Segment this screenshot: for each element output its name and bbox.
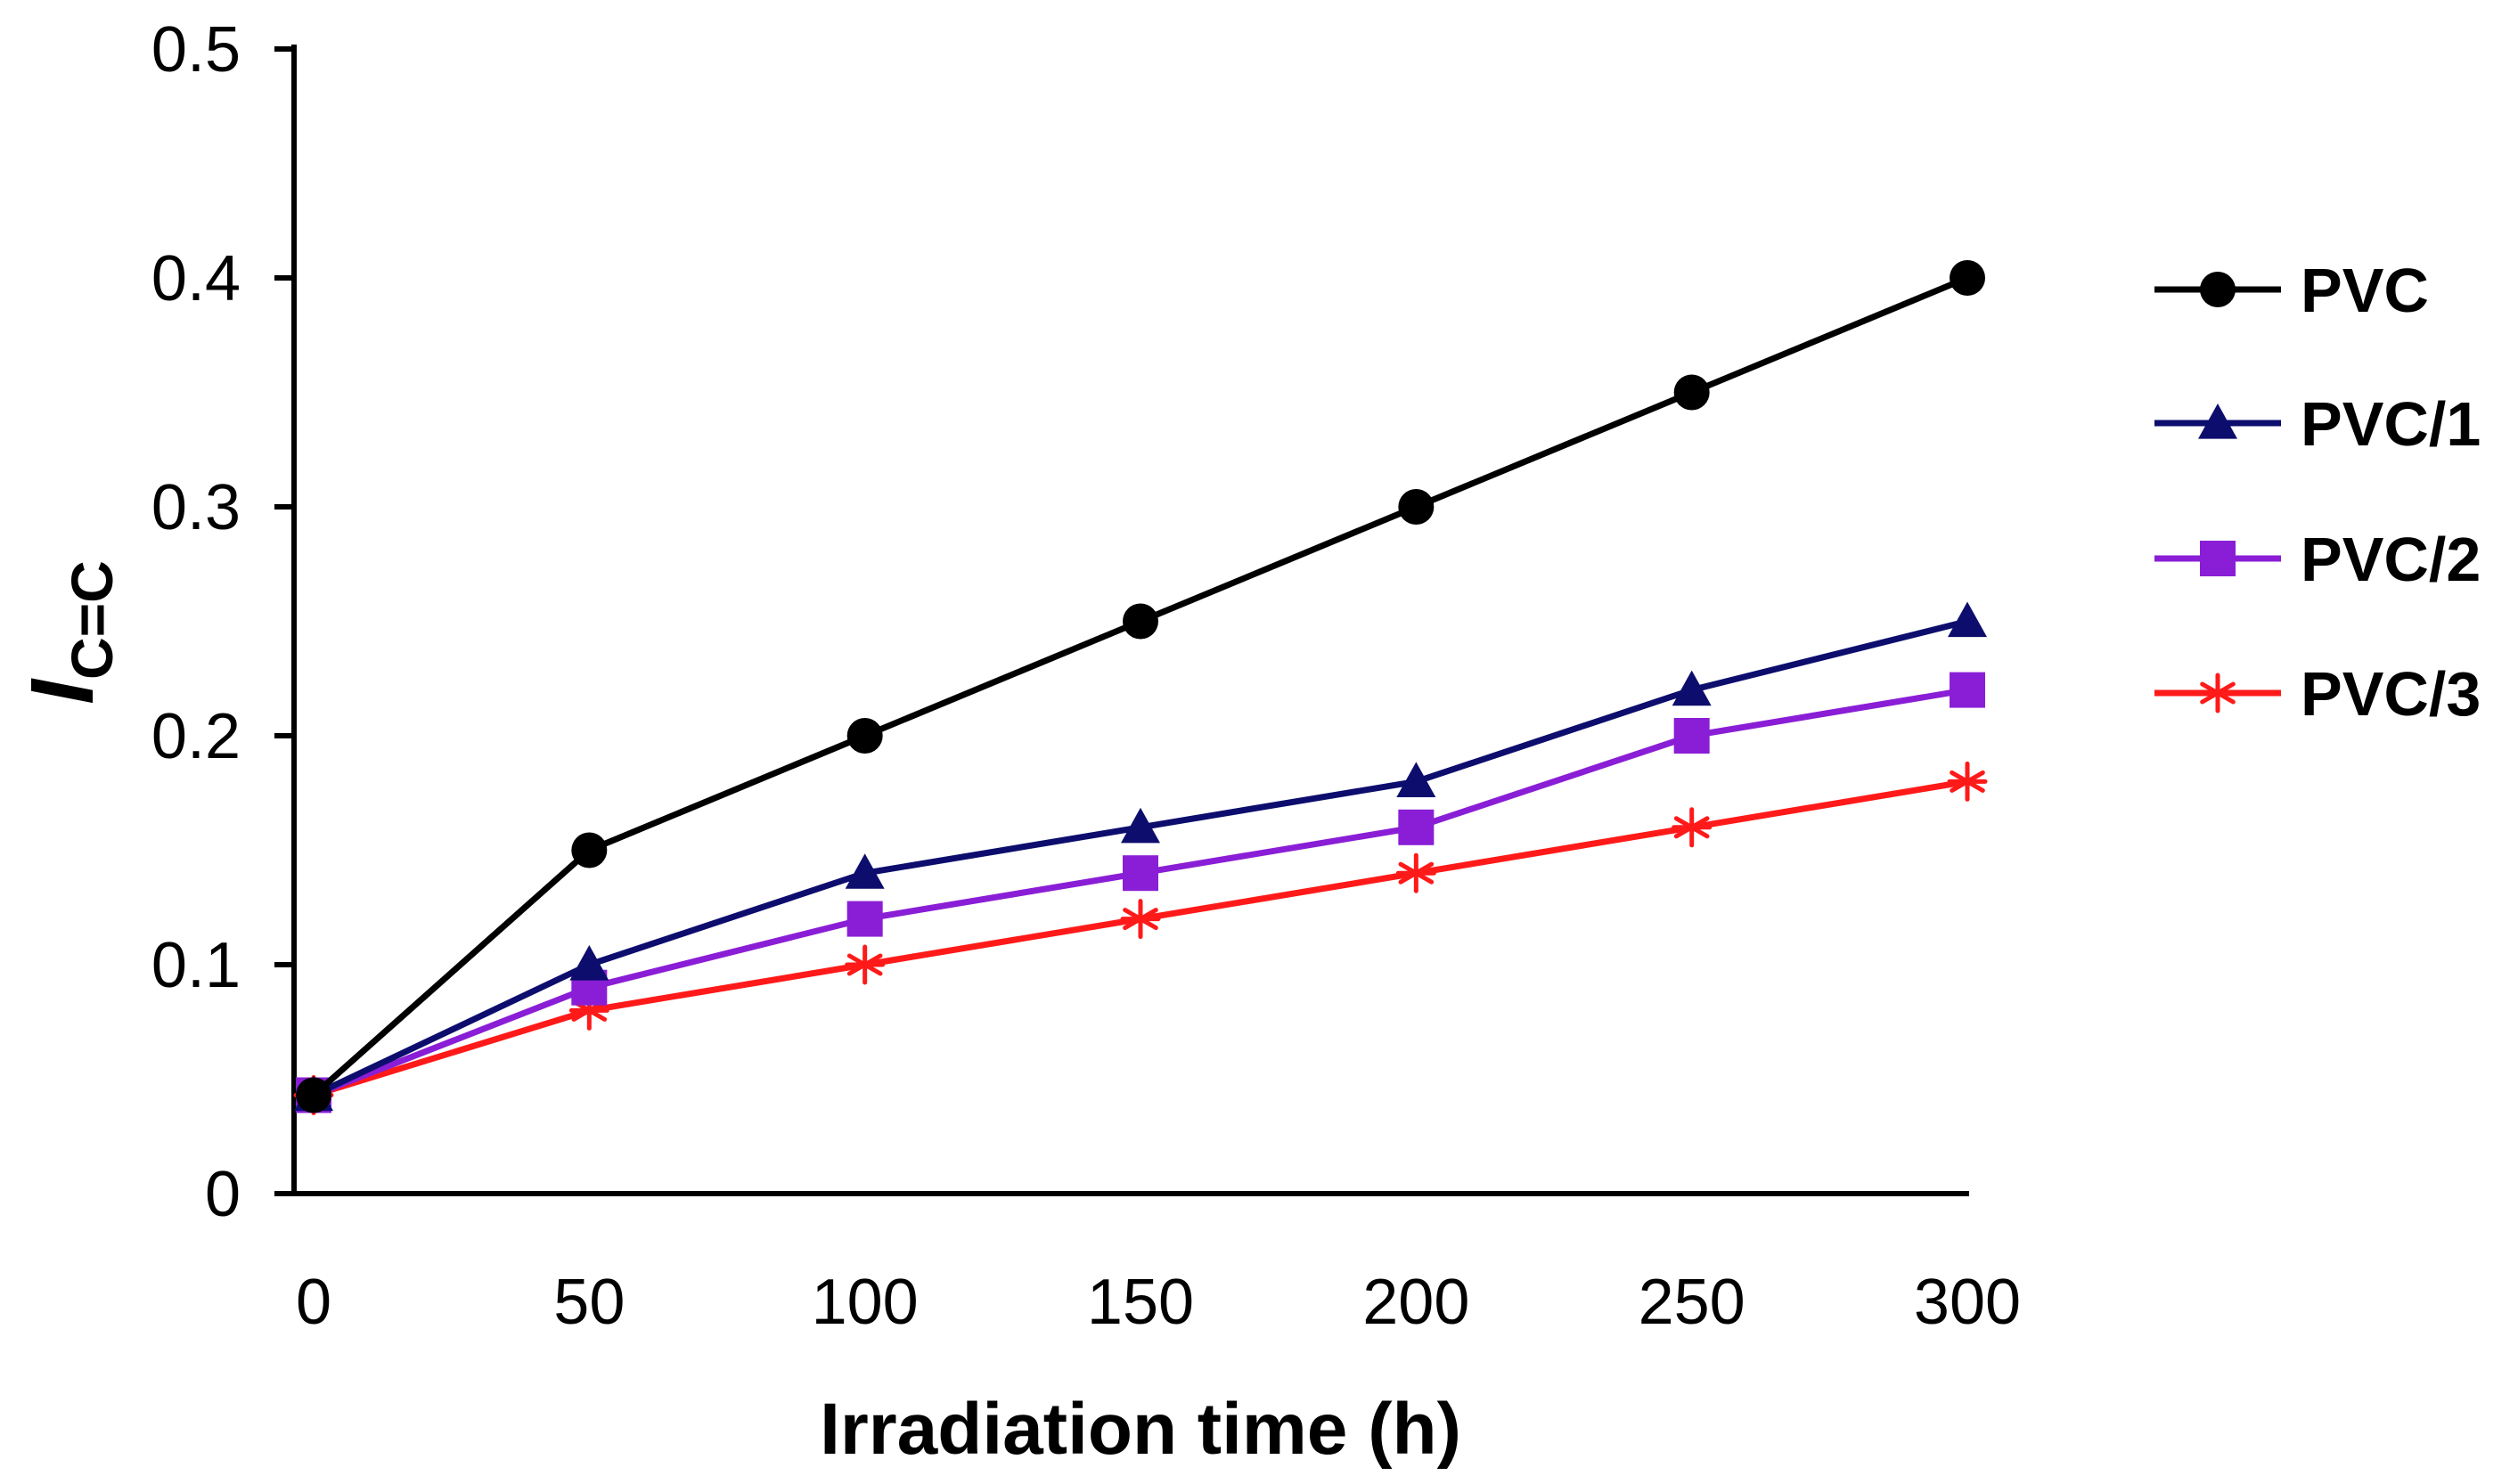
legend-label: PVC/3 <box>2301 659 2481 729</box>
legend-item-pvc-1: PVC/1 <box>2154 389 2481 459</box>
x-tick-label: 100 <box>812 1267 919 1338</box>
y-tick-label: 0.1 <box>151 930 241 1001</box>
data-point <box>1950 672 1985 708</box>
data-point <box>845 853 885 889</box>
legend-label: PVC/2 <box>2301 525 2481 594</box>
y-axis-title: IC=C <box>12 560 125 705</box>
series-line <box>312 687 1968 1098</box>
y-tick-label: 0.2 <box>151 701 241 772</box>
series-pvc-2 <box>296 672 1985 1113</box>
data-point <box>1947 761 1988 802</box>
y-axis-title-main: I <box>12 678 112 705</box>
data-point <box>846 718 883 754</box>
data-point <box>1673 374 1710 411</box>
data-point <box>845 944 886 985</box>
x-tick-label: 0 <box>296 1267 331 1338</box>
x-tick-label: 150 <box>1087 1267 1194 1338</box>
y-axis-ticks: 0 0.1 0.2 0.3 0.4 0.5 <box>151 14 294 1230</box>
series-pvc <box>296 260 1985 1113</box>
legend-label: PVC <box>2301 256 2429 325</box>
legend-marker <box>2198 404 2237 439</box>
x-tick-label: 200 <box>1362 1267 1469 1338</box>
data-point <box>1673 718 1710 754</box>
series-layer <box>293 260 1988 1115</box>
data-point <box>1395 852 1436 893</box>
data-point <box>1123 603 1158 640</box>
data-point <box>1123 855 1158 892</box>
data-point <box>1398 809 1435 845</box>
data-point <box>1120 899 1161 940</box>
legend: PVC PVC/1 PVC/2 PVC/3 <box>2154 256 2481 729</box>
data-point <box>846 901 883 937</box>
legend-item-pvc-2: PVC/2 <box>2154 525 2481 594</box>
legend-marker <box>2200 541 2236 576</box>
legend-item-pvc: PVC <box>2154 256 2429 325</box>
legend-label: PVC/1 <box>2301 389 2481 459</box>
axes <box>291 45 1969 1196</box>
data-point <box>1948 601 1987 638</box>
legend-item-pvc-3: PVC/3 <box>2154 659 2481 729</box>
x-axis-ticks: 0 50 100 150 200 250 300 <box>296 1267 2021 1338</box>
x-tick-label: 250 <box>1639 1267 1745 1338</box>
y-tick-label: 0.4 <box>151 243 241 314</box>
series-line <box>311 274 1969 1098</box>
data-point <box>296 1077 331 1113</box>
x-tick-label: 50 <box>553 1267 625 1338</box>
data-point <box>571 832 608 868</box>
y-tick-label: 0.5 <box>151 14 241 86</box>
data-point <box>1121 807 1160 844</box>
x-tick-label: 300 <box>1914 1267 2021 1338</box>
data-point <box>1950 260 1985 296</box>
data-point <box>1672 807 1713 848</box>
y-axis-title-subscript: C=C <box>59 560 125 680</box>
data-point <box>569 945 609 981</box>
x-axis-title: Irradiation time (h) <box>820 1389 1461 1470</box>
data-point <box>1398 489 1435 525</box>
legend-marker <box>2197 673 2238 713</box>
data-point <box>1396 762 1436 797</box>
y-tick-label: 0 <box>205 1159 241 1230</box>
legend-marker <box>2200 272 2236 307</box>
y-tick-label: 0.3 <box>151 472 241 543</box>
data-point <box>1672 670 1712 706</box>
